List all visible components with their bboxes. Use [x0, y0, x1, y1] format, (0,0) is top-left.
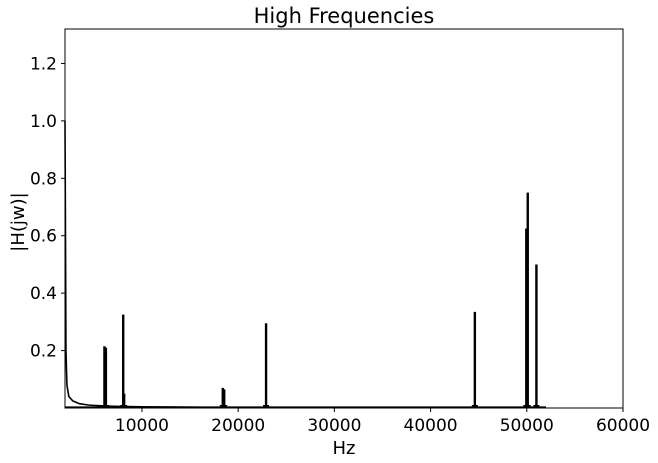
y-tick-label: 0.4: [30, 284, 57, 304]
y-tick-label: 0.8: [30, 169, 57, 189]
x-tick-label: 30000: [307, 416, 361, 436]
plot-area: 10000 20000 30000 40000 50000 60000 0.2 0.4 0.6 0…: [30, 28, 650, 436]
x-tick-label: 50000: [500, 416, 554, 436]
chart-title: High Frequencies: [254, 4, 435, 28]
y-axis-label: |H(jw)|: [8, 192, 29, 251]
y-tick-label: 0.2: [30, 342, 57, 362]
y-tick-label: 1.2: [30, 54, 57, 74]
x-tick-label: 60000: [596, 416, 650, 436]
x-tick-label: 20000: [211, 416, 265, 436]
y-tick-label: 1.0: [30, 112, 57, 132]
x-tick-label: 10000: [115, 416, 169, 436]
x-tick-label: 40000: [404, 416, 458, 436]
x-axis-label: Hz: [333, 438, 356, 459]
y-tick-label: 0.6: [30, 227, 57, 247]
